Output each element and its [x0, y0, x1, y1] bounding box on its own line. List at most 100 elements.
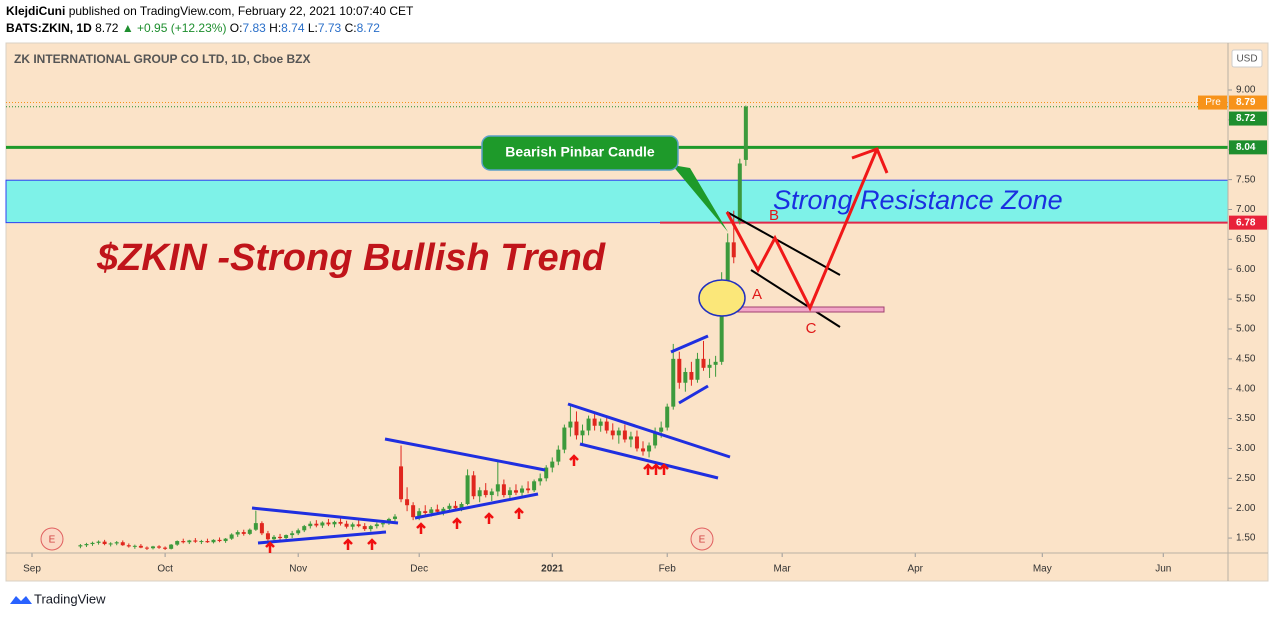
pattern-arrow: [343, 538, 353, 550]
y-tick-label: 5.00: [1236, 324, 1256, 335]
candle-body: [429, 509, 434, 513]
candle-body: [568, 421, 573, 428]
y-tick-label: 3.00: [1236, 443, 1256, 454]
candle-body: [574, 421, 579, 436]
chart-background: [5, 42, 1269, 582]
candle-body: [616, 430, 621, 436]
candle-body: [229, 534, 234, 539]
candle-body: [659, 427, 664, 432]
candle-body: [628, 436, 633, 440]
pattern-arrow: [643, 463, 653, 475]
candle-body: [610, 430, 615, 436]
candle-body: [138, 545, 143, 548]
candle-body: [683, 371, 688, 383]
candle-body: [223, 538, 228, 542]
pattern-arrow: [265, 541, 275, 553]
pattern-arrow: [569, 454, 579, 466]
price-label-box: [1229, 111, 1267, 126]
candle-body: [423, 511, 428, 513]
candle-body: [526, 488, 531, 491]
candle-body: [483, 490, 488, 496]
candle-body: [538, 478, 543, 482]
price-tag-box: [1198, 95, 1227, 110]
candle-body: [175, 541, 180, 545]
earnings-marker: [40, 527, 64, 551]
candle-body: [598, 421, 603, 426]
candle-body: [368, 526, 373, 530]
candle-body: [241, 532, 246, 534]
candle-body: [259, 523, 264, 534]
y-tick-label: 2.00: [1236, 503, 1256, 514]
candle-body: [671, 358, 676, 407]
candle-body: [338, 521, 343, 524]
candle-body: [308, 523, 313, 527]
pattern-arrow: [452, 517, 462, 529]
candle-body: [647, 445, 652, 452]
y-tick-label: 1.50: [1236, 533, 1256, 544]
candle-body: [362, 526, 367, 530]
candle-body: [634, 436, 639, 449]
header-line: KlejdiCuni published on TradingView.com,…: [6, 4, 414, 18]
candle-body: [592, 418, 597, 426]
price-label-box: [1229, 140, 1267, 155]
candle-body: [344, 523, 349, 527]
y-tick-label: 6.00: [1236, 264, 1256, 275]
candle-body: [78, 545, 83, 547]
candle-body: [235, 532, 240, 535]
currency: USD: [1236, 54, 1257, 65]
y-tick-label: 2.50: [1236, 473, 1256, 484]
wave-label: C: [806, 320, 817, 337]
candle-body: [271, 536, 276, 540]
x-tick-label: Mar: [774, 564, 792, 575]
pattern-arrow: [651, 463, 661, 475]
l: 7.73: [318, 21, 342, 35]
o: 7.83: [242, 21, 266, 35]
candle-body: [302, 526, 307, 531]
candle-body: [265, 533, 270, 540]
y-tick-label: 7.50: [1236, 174, 1256, 185]
currency-box: [1231, 49, 1263, 68]
candle-body: [205, 541, 210, 543]
candle-body: [580, 430, 585, 436]
candle-body: [586, 418, 591, 431]
x-tick-label: Oct: [157, 564, 173, 575]
candle-body: [247, 529, 252, 534]
pattern-arrow: [484, 512, 494, 524]
change: ▲ +0.95 (+12.23%): [122, 21, 227, 35]
candle-body: [737, 163, 742, 222]
chart-title: ZK INTERNATIONAL GROUP CO LTD, 1D, Cboe …: [14, 52, 310, 66]
candle-body: [278, 536, 283, 539]
candle-body: [719, 281, 724, 362]
candle-body: [108, 543, 113, 545]
brand: TradingView: [34, 591, 106, 606]
last: 8.72: [95, 21, 119, 35]
h: 8.74: [281, 21, 305, 35]
overlay: 8.79 Pre 8.72 8.04 6.78 Strong Resistance Zon…: [40, 95, 1267, 553]
candle-body: [120, 542, 125, 546]
wave-label: A: [752, 286, 762, 303]
c: 8.72: [357, 21, 381, 35]
candle-body: [405, 499, 410, 506]
price-label: 8.79: [1236, 97, 1256, 108]
candle-body: [604, 421, 609, 431]
plot: 1.50 2.00 2.50 3.00 3.50 4.00 4.50 5.00 5.50 6.00…: [5, 85, 1256, 575]
candle-body: [163, 547, 168, 549]
candle-body: [532, 481, 537, 491]
candle-body: [199, 541, 204, 543]
candle-body: [314, 523, 319, 526]
candle-body: [713, 361, 718, 365]
candle-body: [556, 449, 561, 462]
candle-body: [447, 505, 452, 509]
candle-body: [653, 431, 658, 446]
candle-body: [102, 541, 107, 545]
price-label: 8.72: [1236, 113, 1256, 124]
candle-body: [126, 545, 131, 547]
candle-body: [320, 522, 325, 526]
pattern-arrow: [367, 538, 377, 550]
y-tick-label: 4.50: [1236, 353, 1256, 364]
y-tick-label: 7.00: [1236, 204, 1256, 215]
candle-body: [253, 523, 258, 530]
x-tick-label: Apr: [907, 564, 923, 575]
h-label: H:: [269, 21, 281, 35]
